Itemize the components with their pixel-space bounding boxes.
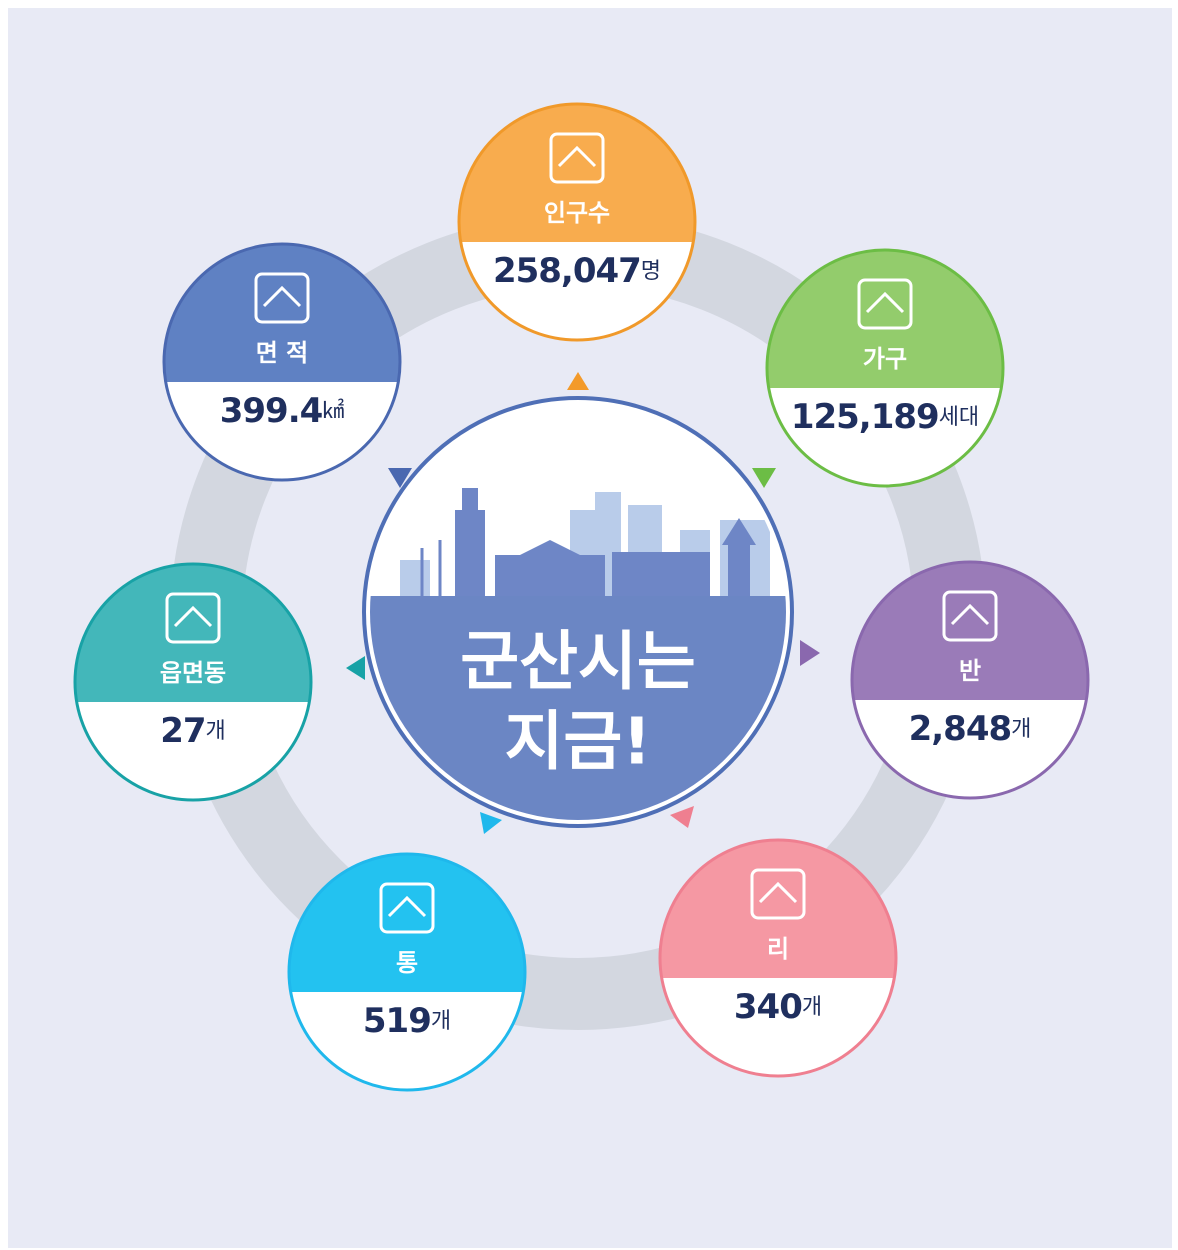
node-unit: 명 [641, 259, 661, 284]
node-unit: 세대 [939, 405, 979, 430]
node-label: 가구 [863, 345, 907, 373]
node-label: 인구수 [544, 199, 610, 227]
node-number: 2,848 [909, 709, 1012, 749]
node-value: 258,047명 [493, 251, 661, 291]
node: 읍면동 27개 [75, 564, 311, 800]
node-number: 340 [734, 987, 802, 1027]
node-number: 519 [363, 1001, 431, 1041]
node-number: 258,047 [493, 251, 641, 291]
node-unit: 개 [802, 995, 822, 1020]
node: 리 340개 [660, 840, 896, 1076]
node-number: 399.4 [220, 391, 323, 431]
center-title: 지금! [505, 706, 652, 780]
node-number: 125,189 [791, 397, 939, 437]
node-label: 통 [396, 949, 418, 977]
node-unit: 개 [1011, 717, 1031, 742]
node-unit: 개 [206, 719, 226, 744]
node-unit: ㎢ [322, 398, 344, 424]
node: 면 적 399.4㎢ [164, 244, 400, 480]
node: 인구수 258,047명 [459, 104, 695, 340]
node: 반 2,848개 [852, 562, 1088, 798]
node-label: 반 [959, 657, 981, 685]
node-label: 면 적 [256, 339, 309, 367]
node: 가구 125,189세대 [767, 250, 1003, 486]
infographic: 군산시는 지금! 인구수258,047명가구125,189세대반2,848개리3… [0, 0, 1178, 1250]
node-number: 27 [160, 711, 205, 751]
center-title: 군산시는 [460, 626, 696, 700]
node: 통 519개 [289, 854, 525, 1090]
node-label: 리 [767, 935, 789, 963]
node-unit: 개 [431, 1009, 451, 1034]
node-label: 읍면동 [160, 659, 226, 687]
